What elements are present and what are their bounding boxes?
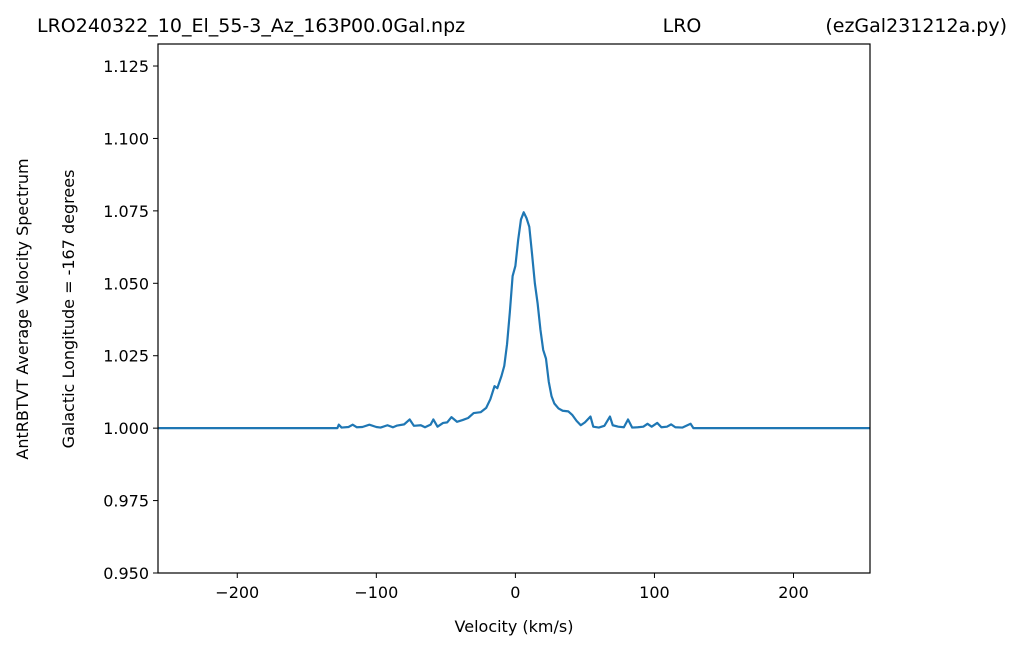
title-left: LRO240322_10_El_55-3_Az_163P00.0Gal.npz — [37, 15, 465, 37]
x-tick-label: 0 — [510, 583, 520, 602]
plot-frame — [157, 43, 871, 574]
y-tick-label: 1.050 — [103, 274, 149, 293]
y-tick-label: 0.975 — [103, 492, 149, 511]
y-tick-label: 0.950 — [103, 564, 149, 583]
y-tick-label: 1.000 — [103, 419, 149, 438]
x-tick-label: 200 — [778, 583, 809, 602]
y-tick-label: 1.025 — [103, 347, 149, 366]
y-tick-label: 1.075 — [103, 202, 149, 221]
x-tick-label: 100 — [639, 583, 670, 602]
y-axis-label: AntRBTVT Average Velocity Spectrum — [13, 158, 32, 459]
x-tick-label: −100 — [354, 583, 398, 602]
title-center: LRO — [663, 15, 702, 37]
y-tick-label: 1.125 — [103, 57, 149, 76]
title-right: (ezGal231212a.py) — [825, 15, 1007, 37]
data-line — [158, 211, 870, 430]
x-tick-label: −200 — [215, 583, 259, 602]
x-axis-label: Velocity (km/s) — [455, 617, 574, 636]
y-axis-label-2: Galactic Longitude = -167 degrees — [59, 170, 78, 449]
y-tick-label: 1.100 — [103, 129, 149, 148]
